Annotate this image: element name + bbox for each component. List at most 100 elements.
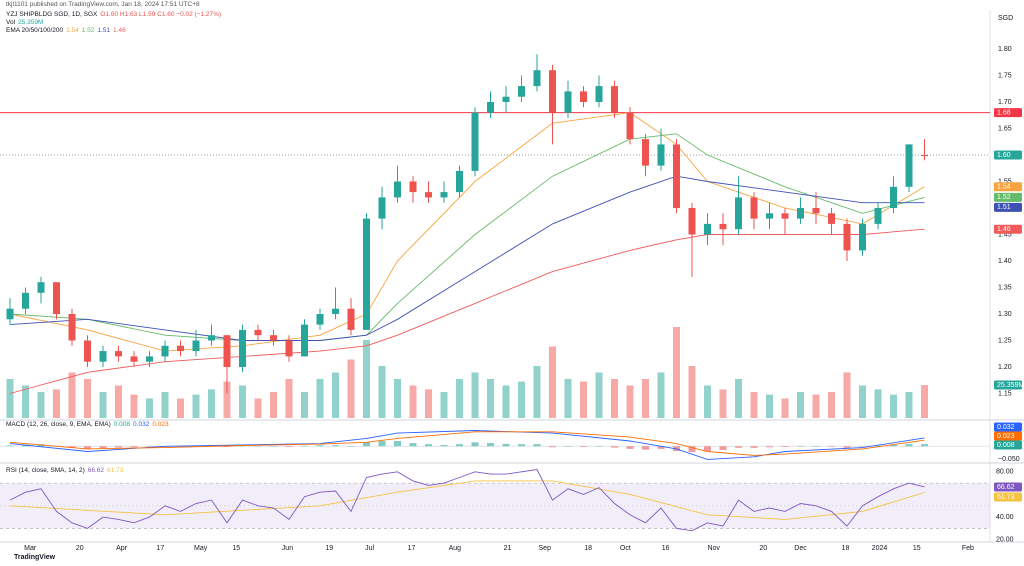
candle-body xyxy=(549,70,556,113)
macd-histogram-bar xyxy=(177,446,184,447)
volume-bar xyxy=(115,385,122,418)
volume-bar xyxy=(642,379,649,418)
volume-bar xyxy=(68,372,76,418)
volume-bar xyxy=(812,394,820,418)
x-tick-label: 2024 xyxy=(872,545,888,552)
volume-bar xyxy=(673,327,680,418)
candle-body xyxy=(874,208,882,224)
volume-bar xyxy=(797,392,804,418)
macd-histogram-bar xyxy=(859,446,866,447)
macd-histogram-bar xyxy=(905,444,913,447)
x-tick-label: 17 xyxy=(156,545,164,552)
macd-histogram-bar xyxy=(68,446,76,448)
candle-body xyxy=(254,329,262,336)
volume-bar xyxy=(409,385,417,418)
candle-body xyxy=(859,223,866,251)
candle-body xyxy=(533,70,541,87)
volume-bar xyxy=(533,366,541,418)
macd-histogram-bar xyxy=(146,446,153,447)
macd-histogram-bar xyxy=(285,446,293,448)
candle-body xyxy=(115,351,122,357)
volume-bar xyxy=(719,389,727,418)
macd-histogram-bar xyxy=(425,444,432,447)
x-tick-label: 20 xyxy=(759,545,767,552)
volume-bar xyxy=(890,394,897,418)
y-tick-label: 1.70 xyxy=(998,99,1012,106)
volume-value: 25.359M xyxy=(18,19,44,26)
candle-body xyxy=(704,223,711,235)
volume-bar xyxy=(332,372,339,418)
volume-bar xyxy=(177,398,184,418)
ema-badge-bg xyxy=(994,192,1022,202)
macd-histogram-bar xyxy=(750,446,758,448)
x-tick-label: 16 xyxy=(662,545,670,552)
macd-histogram-bar xyxy=(409,443,417,447)
macd-histogram-bar xyxy=(564,446,572,447)
candle-body xyxy=(688,208,696,235)
macd-histogram-bar xyxy=(332,445,339,447)
volume-bar xyxy=(781,398,789,418)
ema-line xyxy=(9,133,925,341)
y-tick-label: 1.65 xyxy=(998,125,1012,132)
macd-line xyxy=(9,431,925,456)
volume-bar xyxy=(285,379,293,418)
ema-badge: 1.54 xyxy=(997,184,1011,191)
volume-bar xyxy=(735,379,742,418)
hline-badge-bg xyxy=(994,108,1022,118)
macd-histogram-bar xyxy=(781,446,789,448)
volume-badge: 25.359M xyxy=(997,382,1024,389)
y-tick-label: 1.20 xyxy=(998,364,1012,371)
candle-body xyxy=(6,308,14,320)
volume-bar xyxy=(859,385,866,418)
candle-body xyxy=(378,197,386,219)
candle-body xyxy=(301,324,308,357)
candle-body xyxy=(363,218,370,330)
candle-body xyxy=(657,144,665,166)
volume-bar xyxy=(828,392,835,418)
candle-body xyxy=(22,292,29,309)
x-tick-label: Mar xyxy=(24,545,37,552)
x-tick-label: 18 xyxy=(842,545,850,552)
volume-bar xyxy=(595,372,603,418)
volume-bar xyxy=(487,379,494,418)
macd-histogram-bar xyxy=(580,446,587,448)
macd-badge: 0.032 xyxy=(997,424,1015,431)
candle-body xyxy=(580,91,587,102)
macd-histogram-bar xyxy=(828,446,835,447)
x-tick-label: Jun xyxy=(282,545,293,552)
macd-histogram-bar xyxy=(456,444,463,447)
candle-body xyxy=(161,345,169,357)
candle-body xyxy=(270,335,277,341)
macd-histogram-bar xyxy=(502,443,510,447)
macd-histogram-bar xyxy=(890,444,897,447)
volume-bar xyxy=(99,392,107,418)
volume-bar xyxy=(905,392,913,418)
candle-body xyxy=(673,144,680,208)
candle-body xyxy=(347,308,355,330)
price-badge: 1.60 xyxy=(997,152,1011,159)
candle-body xyxy=(84,340,91,362)
ema-badge: 1.52 xyxy=(997,194,1011,201)
macd-histogram-bar xyxy=(471,442,479,447)
candle-body xyxy=(595,86,603,102)
publisher: tkjl1101 published on TradingView.com, J… xyxy=(6,1,200,8)
macd-legend: MACD (12, 26, close, 9, EMA, EMA) 0.008 0.… xyxy=(6,421,172,428)
volume-bar xyxy=(704,385,711,418)
y-tick-label: 20.00 xyxy=(996,537,1014,544)
rsi-badge: 66.62 xyxy=(997,484,1015,491)
candle-body xyxy=(828,213,835,224)
candle-body xyxy=(409,181,417,193)
volume-bar xyxy=(657,372,665,418)
macd-histogram-bar xyxy=(766,446,773,448)
volume-bar xyxy=(84,379,91,418)
macd-histogram-bar xyxy=(347,446,355,447)
macd-badge-bg xyxy=(994,431,1022,441)
macd-value: 0.023 xyxy=(152,421,169,428)
volume-bar xyxy=(750,392,758,418)
candle-body xyxy=(37,282,45,293)
macd-value: 0.032 xyxy=(133,421,150,428)
macd-histogram-bar xyxy=(130,446,138,448)
candle-body xyxy=(564,91,572,113)
candle-body xyxy=(394,181,401,198)
